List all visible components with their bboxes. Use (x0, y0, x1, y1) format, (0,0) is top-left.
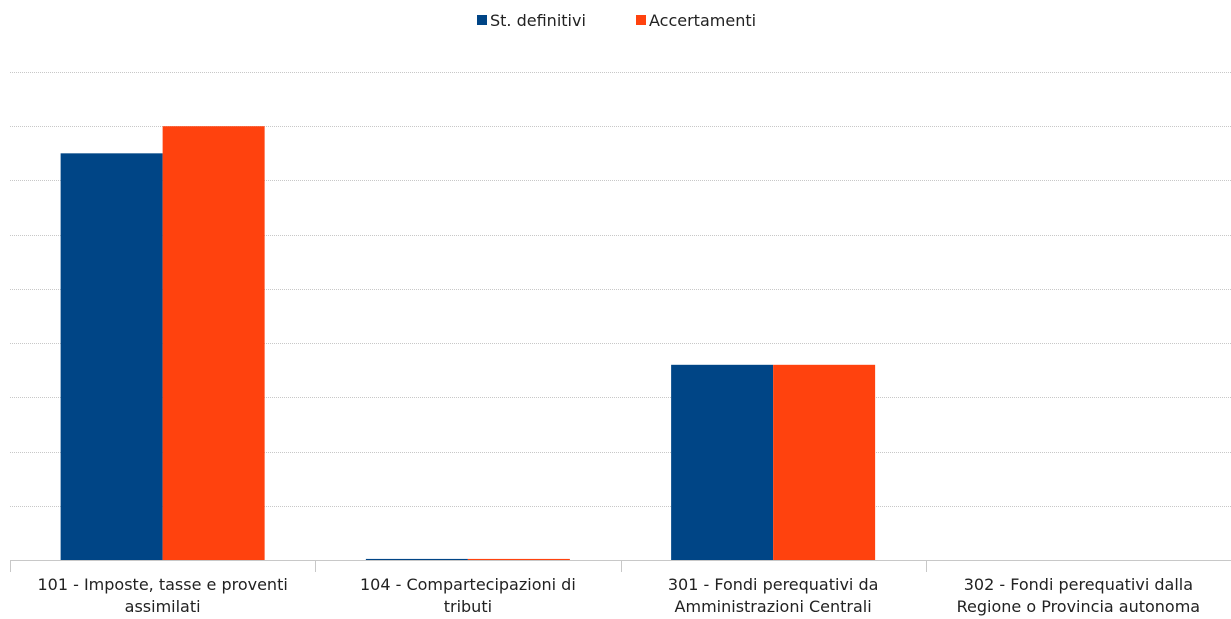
legend-swatch (636, 15, 646, 25)
gridlines (10, 72, 1231, 507)
category-label-line: 104 - Compartecipazioni di (360, 575, 576, 594)
category-label-line: 302 - Fondi perequativi dalla (964, 575, 1193, 594)
bar-st-definitivi-1 (60, 153, 163, 561)
category-label: 301 - Fondi perequativi da Amministrazion… (668, 575, 879, 616)
legend-label: Accertamenti (649, 11, 756, 30)
bar-st-definitivi-3 (671, 364, 774, 560)
bar-accertamenti-3 (773, 364, 876, 560)
category-label-line: assimilati (125, 597, 201, 616)
bar-accertamenti-2 (467, 558, 570, 560)
x-axis (10, 560, 1231, 572)
bars (60, 126, 876, 561)
bar-accertamenti-1 (162, 126, 265, 560)
category-label: 302 - Fondi perequativi dalla Regione o P… (957, 575, 1200, 616)
legend-swatch (477, 15, 487, 25)
category-label: 101 - Imposte, tasse e proventi assimilat… (37, 575, 287, 616)
category-labels: 101 - Imposte, tasse e proventi assimilat… (37, 575, 1200, 616)
category-label: 104 - Compartecipazioni di tributi (360, 575, 576, 616)
category-label-line: Amministrazioni Centrali (675, 597, 872, 616)
legend: St. definitivi Accertamenti (477, 11, 756, 30)
category-label-line: 101 - Imposte, tasse e proventi (37, 575, 287, 594)
category-label-line: Regione o Provincia autonoma (957, 597, 1200, 616)
bar-st-definitivi-2 (365, 558, 468, 560)
legend-label: St. definitivi (490, 11, 586, 30)
category-label-line: 301 - Fondi perequativi da (668, 575, 879, 594)
category-label-line: tributi (444, 597, 492, 616)
